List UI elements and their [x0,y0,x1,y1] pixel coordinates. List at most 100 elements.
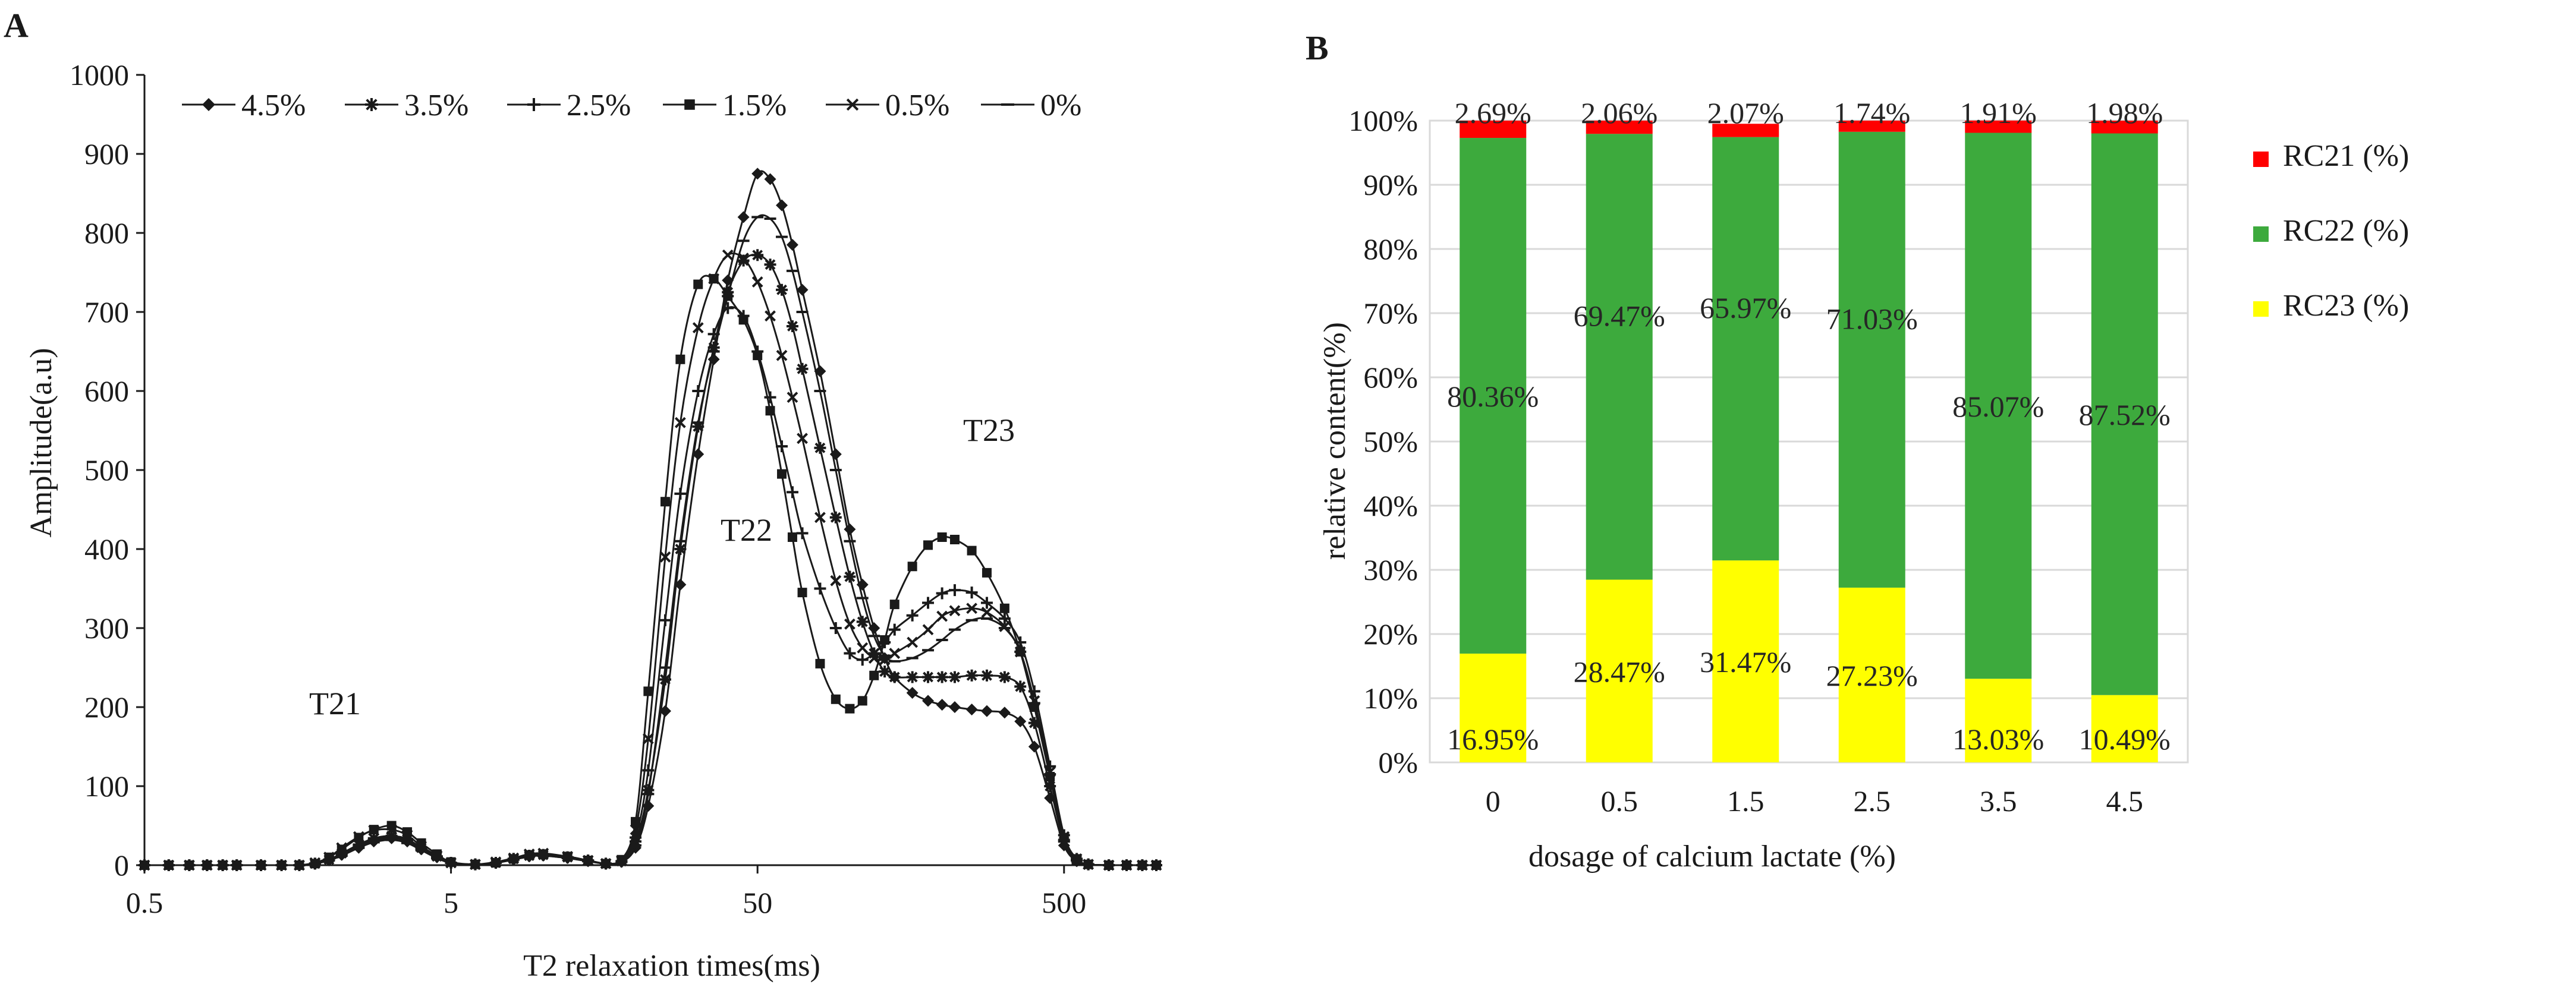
data-point-plus [829,622,842,634]
data-label-rc21: 2.69% [1455,96,1531,130]
data-point-star [786,320,798,332]
data-point-diamond [936,699,948,711]
data-label-rc21: 1.91% [1960,96,2037,130]
data-point-diamond [1014,715,1027,727]
data-point-diamond [674,578,687,591]
bar-segment-rc22 [1586,134,1653,580]
data-point-x [889,648,901,659]
data-point-x [868,652,880,664]
y-tick-label: 50% [1363,425,1418,458]
y-tick-label: 60% [1363,361,1418,394]
y-tick-label: 500 [84,453,129,487]
data-point-star [948,671,961,683]
data-label-rc22: 65.97% [1700,291,1791,324]
panel-a-x-axis-title: T2 relaxation times(ms) [523,949,820,983]
legend-label: 2.5% [567,89,631,122]
bar-segment-rc22 [1460,138,1527,654]
data-point-square [643,686,653,696]
data-point-plus [948,584,961,597]
data-point-x [787,392,798,403]
data-point-square [777,469,787,479]
panel-a-y-axis-title: Amplitude(a.u) [24,348,58,537]
data-point-plus [856,654,869,666]
data-point-x [674,417,686,428]
data-point-square [937,532,947,543]
data-point-star [674,543,687,555]
y-tick-label: 200 [84,690,129,724]
data-point-x [708,273,720,285]
bar-segment-rc23 [2091,695,2158,762]
data-point-diamond [980,705,993,717]
data-point-plus [674,487,687,500]
x-tick-label: 2.5 [1854,784,1891,818]
bar-segment-rc23 [1712,560,1779,762]
data-point-plus [764,391,776,403]
data-label-rc21: 1.74% [1833,96,1910,130]
data-point-x [386,824,398,835]
data-point-square [660,497,670,507]
y-tick-label: 800 [84,216,129,250]
y-tick-label: 20% [1363,617,1418,651]
panel-a: A 0 100 200 300 400 500 600 700 800 900 1000 0.5 5 50… [4,6,1162,983]
x-tick-label: 0 [1486,784,1501,818]
data-point-x [738,253,750,264]
legend-marker-square [684,99,695,110]
data-point-star [1044,780,1056,792]
data-point-star [906,671,919,683]
data-point-square [889,600,899,610]
data-point-plus [922,597,935,609]
data-point-x [907,636,919,648]
data-point-square [815,658,825,668]
data-label-rc23: 31.47% [1700,645,1791,679]
data-point-square [923,540,933,550]
data-point-plus [936,587,948,600]
panel-b-gridlines [1430,184,2188,699]
y-tick-label: 0 [114,849,129,882]
legend-label: 0% [1040,89,1081,122]
data-point-star [965,669,978,682]
data-point-diamond [692,448,704,461]
data-point-x [642,733,654,745]
data-label-rc22: 85.07% [1952,390,2044,423]
y-tick-label: 0% [1378,746,1418,779]
x-tick-label: 4.5 [2106,784,2144,818]
data-point-diamond [764,173,776,185]
data-point-plus [786,486,798,499]
bar-segment-rc21 [1460,121,1527,138]
y-tick-label: 90% [1363,168,1418,201]
data-point-diamond [906,687,919,699]
data-point-x [722,249,734,261]
data-point-plus [906,609,919,622]
series-line-3.5% [144,254,1157,866]
panel-a-series [139,168,1162,871]
data-point-plus [888,623,901,636]
y-tick-label: 300 [84,611,129,645]
legend-marker-plus [527,98,540,111]
y-tick-label: 80% [1363,232,1418,266]
y-tick-label: 100 [84,770,129,803]
data-point-diamond [965,703,978,715]
panel-b-ticks: 0% 10% 20% 30% 40% 50% 60% 70% 80% 90% 100% 0 0.5 1.5… [1348,104,2143,818]
data-point-square [738,315,748,325]
data-point-star [980,669,993,682]
data-point-plus [980,597,993,609]
series-line-0.5% [144,252,1157,866]
data-label-rc21: 1.98% [2086,96,2163,130]
data-point-x [999,620,1011,632]
data-point-square [675,354,685,364]
y-tick-label: 100% [1348,104,1418,137]
data-point-square [765,406,775,416]
data-point-x [630,824,641,835]
data-label-rc23: 10.49% [2079,723,2171,756]
panel-a-ticks: 0 100 200 300 400 500 600 700 800 900 1000 0.5 5 50 50… [70,58,1086,919]
data-label-rc23: 28.47% [1574,655,1665,688]
y-tick-label: 400 [84,532,129,566]
data-label-rc22: 71.03% [1826,302,1918,335]
y-tick-label: 30% [1363,553,1418,586]
legend-label: 1.5% [722,89,787,122]
legend-swatch-rc22 [2253,226,2269,242]
data-point-star [737,254,750,267]
data-point-diamond [998,707,1011,719]
legend-label: 4.5% [241,89,306,122]
